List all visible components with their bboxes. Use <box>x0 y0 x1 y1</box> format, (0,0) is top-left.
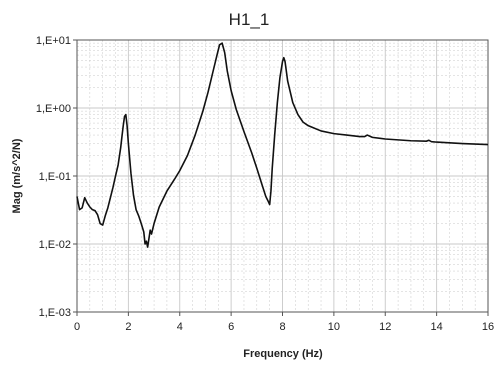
y-tick-label: 1,E-03 <box>39 307 71 319</box>
x-tick-label: 6 <box>228 321 234 333</box>
tick-labels: 0 2 4 6 8 10 12 14 16 1,E-03 1,E-02 1,E-01 1,E+00 1,E… <box>36 35 494 333</box>
y-tick-label: 1,E+00 <box>36 103 71 115</box>
x-tick-label: 0 <box>74 321 80 333</box>
x-tick-label: 12 <box>379 321 391 333</box>
x-tick-label: 8 <box>279 321 285 333</box>
x-tick-label: 2 <box>125 321 131 333</box>
y-tick-label: 1,E-02 <box>39 239 71 251</box>
x-tick-label: 4 <box>177 321 183 333</box>
x-tick-label: 16 <box>482 321 494 333</box>
x-tick-label: 14 <box>431 321 443 333</box>
y-tick-label: 1,E-01 <box>39 171 71 183</box>
series-line <box>76 42 489 248</box>
x-axis-title: Frequency (Hz) <box>243 348 323 360</box>
y-axis-title: Mag (m/s^2/N) <box>11 138 23 213</box>
axes <box>73 39 489 316</box>
chart-title: H1_1 <box>229 10 270 29</box>
x-tick-label: 10 <box>328 321 340 333</box>
grid <box>76 39 489 313</box>
series-layer <box>76 42 489 248</box>
y-tick-label: 1,E+01 <box>36 35 71 47</box>
